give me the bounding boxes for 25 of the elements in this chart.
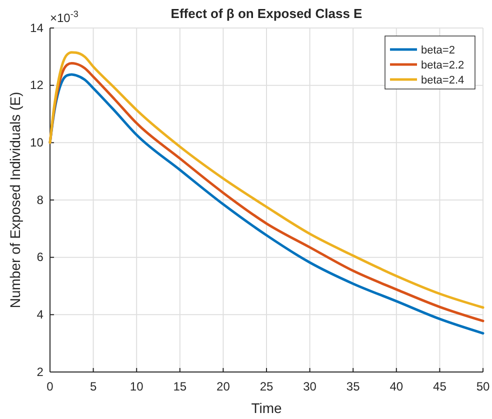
y-tick-label: 14 [30,20,44,35]
text: ×10$^{-3}$ [50,9,78,25]
y-tick-label: 12 [30,78,44,92]
x-tick-label: 40 [390,380,404,394]
x-tick-label: 25 [260,380,274,394]
x-tick-label: 0 [46,380,54,394]
chart-title: Effect of β on Exposed Class E [170,6,363,21]
y-axis-title: Number of Exposed Individuals (E) [7,92,23,308]
x-tick-label: 45 [433,380,447,394]
y-tick-label: 2 [36,364,44,379]
x-tick-label: 30 [303,380,317,394]
x-tick-label: 5 [90,380,97,394]
x-axis-title: Time [251,400,282,416]
x-tick-label: 20 [216,380,230,394]
x-tick-label: 50 [476,380,490,394]
y-tick-label: 4 [36,308,44,322]
y-tick-label: 10 [30,136,44,150]
x-tick-label: 10 [130,380,144,394]
legend-label: beta=2.2 [421,60,464,72]
legend-label: beta=2 [421,44,455,56]
legend-label: beta=2.4 [421,74,464,86]
y-tick-label: 8 [36,192,44,207]
x-tick-label: 35 [346,380,360,394]
x-tick-label: 15 [173,380,187,394]
y-tick-label: 6 [36,250,44,264]
